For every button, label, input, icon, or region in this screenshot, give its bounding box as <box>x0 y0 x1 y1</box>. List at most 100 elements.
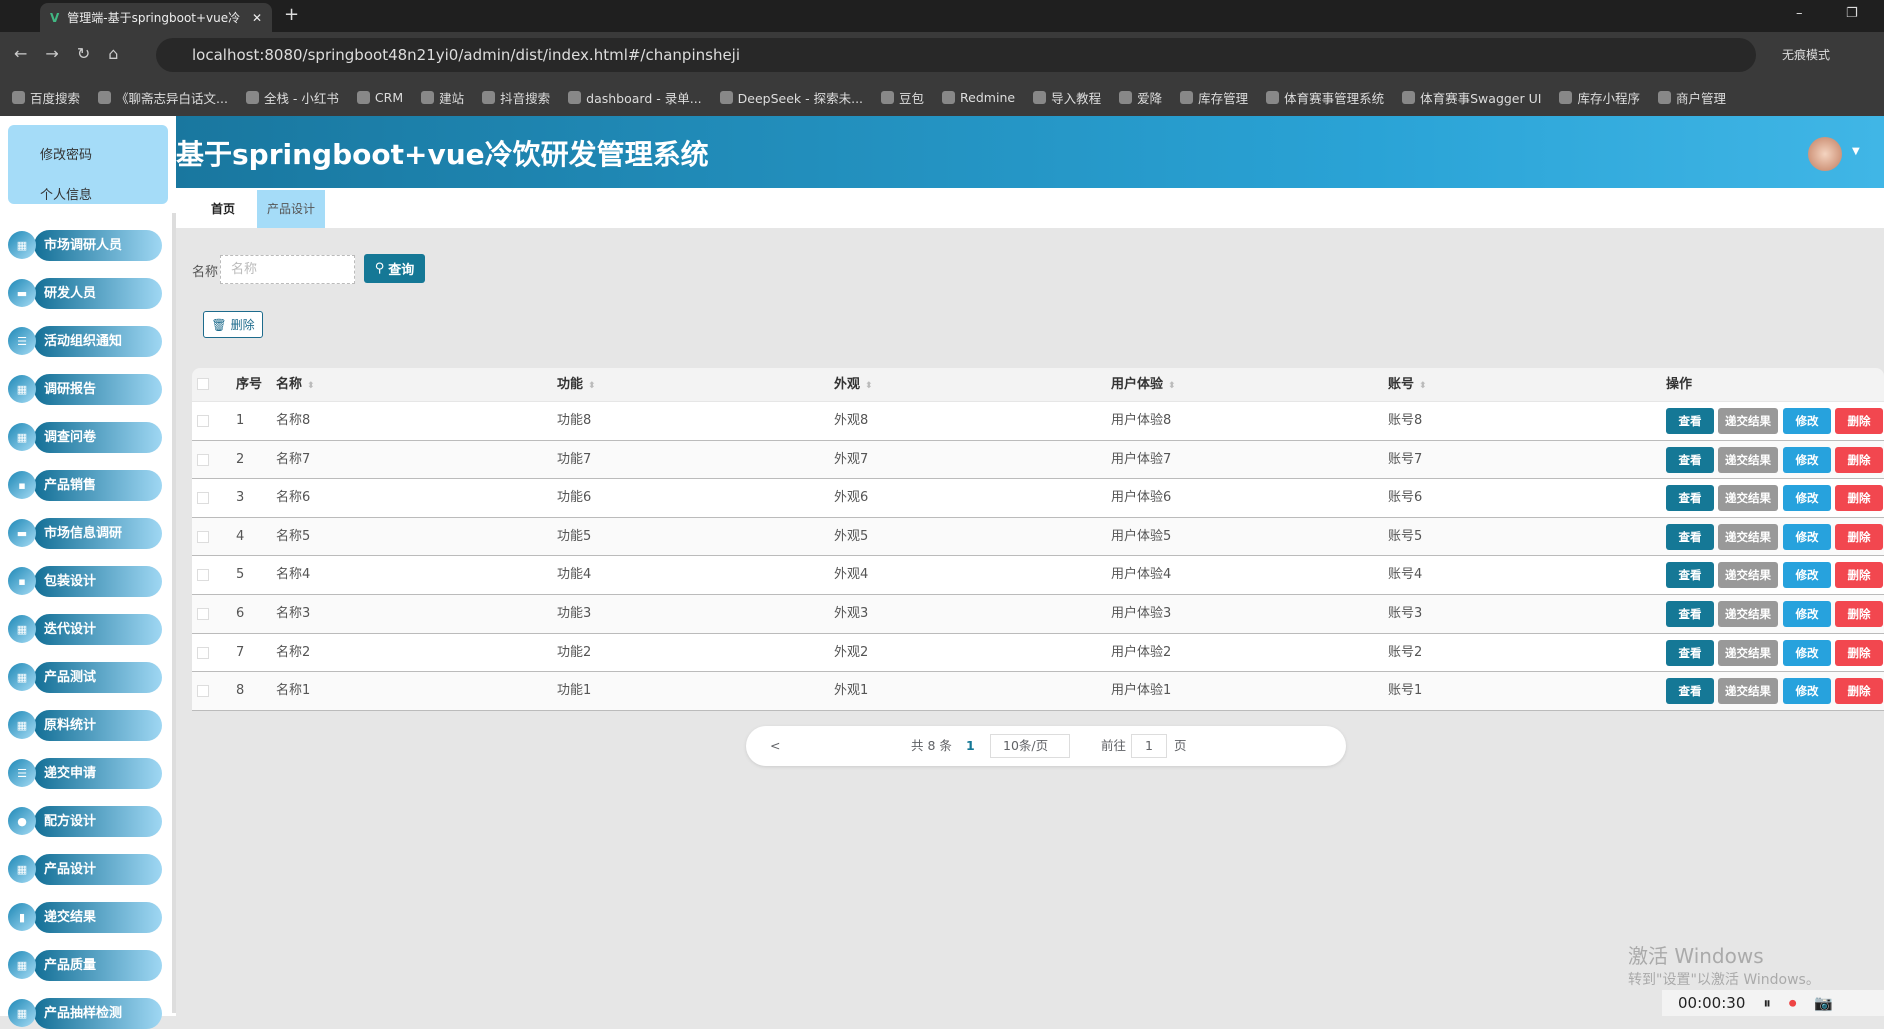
sidebar-item[interactable]: 市场信息调研 ▬ <box>8 518 164 549</box>
pause-icon[interactable]: ⏸ <box>1763 994 1771 1012</box>
edit-button[interactable]: 修改 <box>1783 639 1831 666</box>
delete-button[interactable]: 删除 <box>1835 485 1883 512</box>
page-number[interactable]: 1 <box>966 738 975 753</box>
url-input[interactable]: localhost:8080/springboot48n21yi0/admin/… <box>156 38 1756 72</box>
sort-icon[interactable]: ⬍ <box>1168 381 1176 391</box>
bookmark-item[interactable]: Redmine <box>942 90 1015 105</box>
sidebar-item[interactable]: 产品质量 ▦ <box>8 950 164 981</box>
bookmark-item[interactable]: DeepSeek - 探索未... <box>719 88 863 107</box>
edit-button[interactable]: 修改 <box>1783 562 1831 589</box>
view-button[interactable]: 查看 <box>1666 639 1714 666</box>
search-button[interactable]: ⚲ 查询 <box>364 254 425 283</box>
bookmark-item[interactable]: 豆包 <box>881 88 924 107</box>
column-header[interactable]: 外观 ⬍ <box>834 377 873 392</box>
edit-button[interactable]: 修改 <box>1783 523 1831 550</box>
bookmark-item[interactable]: 体育赛事Swagger UI <box>1402 88 1541 107</box>
minimize-icon[interactable]: – <box>1796 6 1803 21</box>
sort-icon[interactable]: ⬍ <box>588 381 596 391</box>
sort-icon[interactable]: ⬍ <box>865 381 873 391</box>
bookmark-item[interactable]: 全栈 - 小红书 <box>245 88 339 107</box>
sidebar-item[interactable]: 调查问卷 ▦ <box>8 422 164 453</box>
bookmark-item[interactable]: 体育赛事管理系统 <box>1266 88 1384 107</box>
delete-button[interactable]: 删除 <box>1835 446 1883 473</box>
tab-home[interactable]: 首页 <box>211 202 236 216</box>
edit-button[interactable]: 修改 <box>1783 485 1831 512</box>
bookmark-item[interactable]: 抖音搜索 <box>482 88 550 107</box>
bookmark-item[interactable]: 商户管理 <box>1657 88 1726 107</box>
column-header[interactable]: 功能 ⬍ <box>557 377 596 392</box>
column-header[interactable]: 名称 ⬍ <box>276 377 315 392</box>
sidebar-item[interactable]: 市场调研人员 ▦ <box>8 230 164 261</box>
submit-result-button[interactable]: 递交结果 <box>1718 562 1778 589</box>
submit-result-button[interactable]: 递交结果 <box>1718 408 1778 434</box>
sidebar-item[interactable]: 活动组织通知 ☰ <box>8 326 164 357</box>
page-size-select[interactable]: 10条/页 <box>990 734 1070 758</box>
sidebar-item[interactable]: 递交申请 ☰ <box>8 758 164 789</box>
change-password-link[interactable]: 修改密码 <box>40 148 93 163</box>
delete-button[interactable]: 删除 <box>1835 678 1883 705</box>
submit-result-button[interactable]: 递交结果 <box>1718 523 1778 550</box>
delete-button[interactable]: 删除 <box>1835 601 1883 627</box>
view-button[interactable]: 查看 <box>1666 523 1714 550</box>
bookmark-item[interactable]: 《聊斋志异白话文... <box>98 88 228 107</box>
submit-result-button[interactable]: 递交结果 <box>1718 446 1778 473</box>
sidebar-item[interactable]: 产品销售 ▪ <box>8 470 164 501</box>
search-input[interactable]: 名称 <box>220 255 355 284</box>
row-checkbox[interactable] <box>197 608 209 620</box>
bookmark-item[interactable]: 库存管理 <box>1180 88 1248 107</box>
row-checkbox[interactable] <box>197 569 209 582</box>
submit-result-button[interactable]: 递交结果 <box>1718 485 1778 512</box>
row-checkbox[interactable] <box>197 530 209 543</box>
row-checkbox[interactable] <box>197 646 209 659</box>
camera-icon[interactable]: 📷 <box>1814 994 1834 1012</box>
close-tab-icon[interactable]: ✕ <box>251 10 262 25</box>
sidebar-item[interactable]: 递交结果 ▮ <box>8 902 164 933</box>
incognito-label[interactable]: 无痕模式 <box>1782 48 1831 62</box>
view-button[interactable]: 查看 <box>1666 485 1714 512</box>
profile-info-link[interactable]: 个人信息 <box>40 188 93 203</box>
edit-button[interactable]: 修改 <box>1783 446 1831 473</box>
sidebar-item[interactable]: 研发人员 ▬ <box>8 278 164 309</box>
sidebar-scrollbar[interactable] <box>172 213 176 1013</box>
avatar[interactable] <box>1808 137 1842 171</box>
delete-button[interactable]: 删除 <box>1835 523 1883 550</box>
delete-button[interactable]: 删除 <box>1835 562 1883 589</box>
view-button[interactable]: 查看 <box>1666 446 1714 473</box>
edit-button[interactable]: 修改 <box>1783 601 1831 627</box>
row-checkbox[interactable] <box>197 685 209 698</box>
submit-result-button[interactable]: 递交结果 <box>1718 639 1778 666</box>
sidebar-item[interactable]: 原料统计 ▦ <box>8 710 164 741</box>
delete-button[interactable]: 删除 <box>1835 408 1883 434</box>
sidebar-item[interactable]: 产品测试 ▦ <box>8 662 164 693</box>
bookmark-item[interactable]: 建站 <box>421 88 464 107</box>
browser-tab[interactable]: V 管理端-基于springboot+vue冷 ✕ <box>40 3 272 32</box>
sort-icon[interactable]: ⬍ <box>1419 381 1427 391</box>
sidebar-item[interactable]: 产品抽样检测 ▦ <box>8 998 164 1029</box>
stop-icon[interactable]: ⏺ <box>1788 994 1797 1012</box>
tab-product-design[interactable]: 产品设计 <box>257 190 326 228</box>
new-tab-icon[interactable]: + <box>284 4 300 25</box>
goto-input[interactable]: 1 <box>1131 734 1167 758</box>
submit-result-button[interactable]: 递交结果 <box>1718 601 1778 627</box>
submit-result-button[interactable]: 递交结果 <box>1718 678 1778 705</box>
bookmark-item[interactable]: 百度搜索 <box>12 88 80 107</box>
nav-icons[interactable]: ←→↻⌂ <box>14 44 137 63</box>
view-button[interactable]: 查看 <box>1666 678 1714 705</box>
bookmark-item[interactable]: dashboard - 录单... <box>568 88 702 107</box>
bookmark-item[interactable]: 库存小程序 <box>1559 88 1640 107</box>
column-header[interactable]: 用户体验 ⬍ <box>1111 377 1176 392</box>
bookmark-item[interactable]: 导入教程 <box>1033 88 1101 107</box>
view-button[interactable]: 查看 <box>1666 562 1714 589</box>
bookmark-item[interactable]: CRM <box>356 90 403 105</box>
sidebar-item[interactable]: 调研报告 ▦ <box>8 374 164 405</box>
select-all-checkbox[interactable] <box>197 378 209 390</box>
restore-icon[interactable]: ❐ <box>1846 6 1858 21</box>
edit-button[interactable]: 修改 <box>1783 408 1831 434</box>
row-checkbox[interactable] <box>197 453 209 466</box>
delete-button[interactable]: 删除 <box>1835 639 1883 666</box>
sort-icon[interactable]: ⬍ <box>307 381 315 391</box>
view-button[interactable]: 查看 <box>1666 601 1714 627</box>
view-button[interactable]: 查看 <box>1666 408 1714 434</box>
sidebar-item[interactable]: 包装设计 ▪ <box>8 566 164 597</box>
bookmark-item[interactable]: 爱降 <box>1119 88 1162 107</box>
